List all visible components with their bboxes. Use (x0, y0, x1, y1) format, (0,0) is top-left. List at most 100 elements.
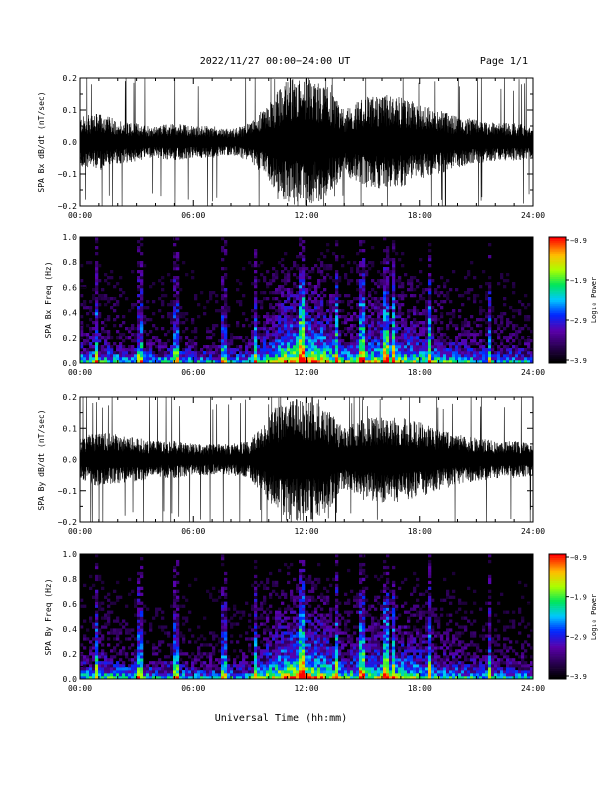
spectrogram-cell (212, 664, 216, 668)
spectrogram-cell (122, 664, 126, 668)
spectrogram-cell (137, 351, 141, 355)
spectrogram-cell (485, 297, 489, 301)
spectrogram-cell (281, 619, 285, 623)
spectrogram-cell (380, 261, 384, 265)
spectrogram-cell (221, 554, 225, 558)
spectrogram-cell (398, 276, 402, 280)
spectrogram-cell (215, 667, 219, 671)
spectrogram-cell (101, 345, 105, 349)
spectrogram-cell (299, 309, 303, 313)
spectrogram-cell (191, 360, 195, 364)
spectrogram-cell (377, 646, 381, 650)
spectrogram-cell (92, 622, 96, 626)
spectrogram-cell (515, 324, 519, 328)
spectrogram-cell (167, 354, 171, 358)
spectrogram-cell (173, 625, 177, 629)
spectrogram-cell (401, 321, 405, 325)
spectrogram-cell (323, 333, 327, 337)
spectrogram-cell (170, 321, 174, 325)
spectrogram-cell (176, 297, 180, 301)
spectrogram-cell (95, 598, 99, 602)
spectrogram-cell (302, 646, 306, 650)
bx-spec-xtick-label: 18:00 (408, 368, 432, 377)
spectrogram-cell (332, 676, 336, 680)
spectrogram-cell (443, 351, 447, 355)
spectrogram-cell (296, 586, 300, 591)
spectrogram-cell (485, 315, 489, 319)
spectrogram-cell (491, 360, 495, 364)
spectrogram-cell (350, 676, 354, 680)
spectrogram-cell (401, 294, 405, 298)
spectrogram-cell (119, 354, 123, 358)
spectrogram-cell (392, 318, 396, 322)
spectrogram-cell (287, 309, 291, 313)
spectrogram-cell (251, 652, 255, 656)
spectrogram-cell (224, 309, 228, 313)
spectrogram-cell (356, 351, 360, 355)
spectrogram-cell (125, 357, 129, 361)
spectrogram-cell (392, 249, 396, 253)
spectrogram-cell (116, 643, 120, 647)
spectrogram-cell (155, 354, 159, 358)
spectrogram-cell (344, 273, 348, 277)
spectrogram-cell (95, 676, 99, 680)
spectrogram-cell (188, 342, 192, 346)
spectrogram-cell (329, 300, 333, 304)
spectrogram-cell (293, 309, 297, 313)
spectrogram-cell (281, 327, 285, 331)
spectrogram-cell (308, 628, 312, 632)
spectrogram-cell (311, 610, 315, 614)
spectrogram-cell (527, 348, 531, 352)
spectrogram-cell (326, 249, 330, 253)
spectrogram-cell (443, 354, 447, 358)
spectrogram-cell (254, 276, 258, 280)
spectrogram-cell (398, 351, 402, 355)
spectrogram-cell (338, 661, 342, 665)
spectrogram-cell (80, 315, 84, 319)
spectrogram-cell (269, 348, 273, 352)
spectrogram-cell (512, 354, 516, 358)
spectrogram-cell (281, 625, 285, 629)
spectrogram-cell (347, 354, 351, 358)
spectrogram-cell (131, 333, 135, 337)
spectrogram-cell (92, 655, 96, 659)
spectrogram-cell (374, 348, 378, 352)
spectrogram-cell (209, 336, 213, 340)
spectrogram-cell (131, 357, 135, 361)
spectrogram-cell (314, 285, 318, 289)
spectrogram-cell (503, 348, 507, 352)
spectrogram-cell (254, 661, 258, 665)
spectrogram-cell (320, 673, 324, 677)
spectrogram-cell (452, 315, 456, 319)
spectrogram-cell (299, 643, 303, 647)
spectrogram-cell (284, 306, 288, 310)
spectrogram-cell (263, 276, 267, 280)
spectrogram-cell (389, 336, 393, 340)
spectrogram-cell (293, 300, 297, 304)
spectrogram-cell (128, 354, 132, 358)
spectrogram-cell (269, 655, 273, 659)
spectrogram-cell (275, 273, 279, 277)
spectrogram-cell (284, 276, 288, 280)
spectrogram-cell (95, 318, 99, 322)
spectrogram-cell (140, 652, 144, 656)
spectrogram-cell (524, 306, 528, 310)
spectrogram-cell (155, 345, 159, 349)
spectrogram-cell (257, 264, 261, 268)
spectrogram-cell (371, 321, 375, 325)
spectrogram-cell (455, 336, 459, 340)
spectrogram-cell (128, 631, 132, 635)
spectrogram-cell (449, 354, 453, 358)
spectrogram-cell (461, 348, 465, 352)
spectrogram-cell (125, 673, 129, 677)
spectrogram-cell (107, 345, 111, 349)
spectrogram-cell (311, 300, 315, 304)
spectrogram-cell (365, 613, 369, 617)
spectrogram-cell (338, 646, 342, 650)
spectrogram-cell (260, 652, 264, 656)
spectrogram-cell (341, 640, 345, 644)
spectrogram-cell (293, 324, 297, 328)
colorbar-segment (549, 300, 566, 303)
spectrogram-cell (386, 345, 390, 349)
spectrogram-cell (179, 676, 183, 680)
